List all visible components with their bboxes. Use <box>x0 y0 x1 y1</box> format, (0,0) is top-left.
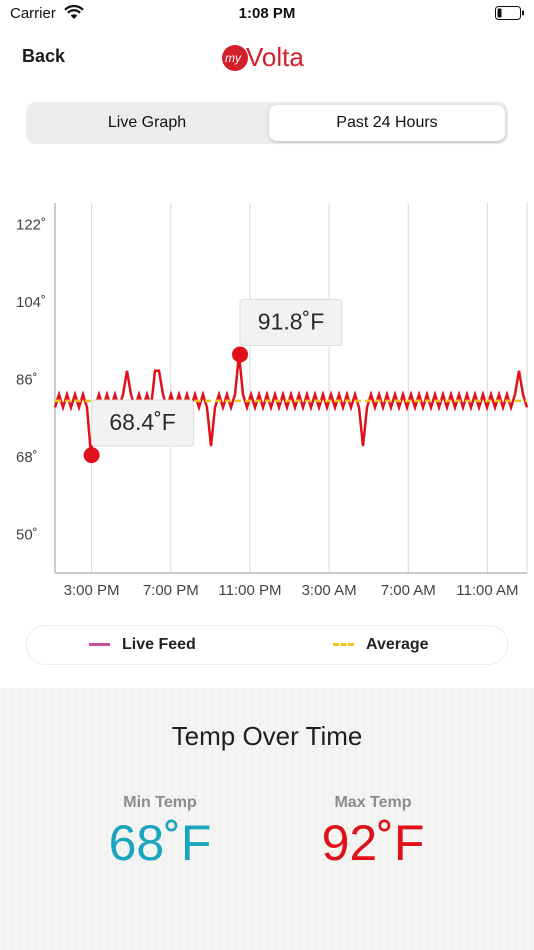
live-feed-swatch <box>89 643 110 646</box>
tab-live-graph[interactable]: Live Graph <box>107 114 187 131</box>
y-tick-label: 50˚ <box>16 526 38 543</box>
y-tick-label: 86˚ <box>16 371 38 388</box>
max-temp-label: Max Temp <box>334 794 412 811</box>
min-temp-stat: Min Temp 68˚F <box>60 794 260 872</box>
annotation-label: 91.8˚F <box>258 308 324 334</box>
logo-badge <box>222 45 248 71</box>
legend-live-label: Live Feed <box>122 636 196 653</box>
annotation-label: 68.4˚F <box>109 409 175 435</box>
nav-bar: Back my Volta <box>0 30 534 82</box>
x-tick-label: 11:00 PM <box>218 582 281 599</box>
view-tabs: Live Graph Past 24 Hours <box>26 102 508 144</box>
battery-icon <box>495 6 525 25</box>
wifi-icon <box>64 5 84 25</box>
back-button[interactable]: Back <box>22 46 66 66</box>
x-tick-label: 11:00 AM <box>456 582 518 599</box>
x-tick-label: 7:00 PM <box>143 582 199 599</box>
annotation-box <box>239 298 343 346</box>
x-tick-label: 3:00 AM <box>302 582 357 599</box>
y-tick-label: 68˚ <box>16 449 38 466</box>
x-tick-label: 3:00 PM <box>64 582 120 599</box>
carrier-label: Carrier <box>10 5 56 22</box>
legend-average-label: Average <box>366 636 429 653</box>
max-temp-stat: Max Temp 92˚F <box>273 794 473 872</box>
y-tick-label: 104˚ <box>16 294 46 311</box>
average-swatch <box>333 643 354 646</box>
summary-title: Temp Over Time <box>171 721 363 751</box>
logo-text: Volta <box>246 42 304 72</box>
clock: 1:08 PM <box>238 5 296 22</box>
temperature-chart: 3:00 PM 7:00 PM 11:00 PM 3:00 AM 7:00 AM 11:0… <box>16 203 529 599</box>
y-tick-label: 122˚ <box>16 217 46 234</box>
tab-past-24-hours[interactable]: Past 24 Hours <box>269 105 505 141</box>
min-temp-value: 68˚F <box>108 815 212 871</box>
chart-legend: Live Feed Average <box>26 625 508 665</box>
min-temp-label: Min Temp <box>123 794 197 811</box>
annotation-point <box>83 447 100 464</box>
x-tick-label: 7:00 AM <box>381 582 436 599</box>
logo-prefix: my <box>225 51 241 65</box>
annotation-point <box>232 346 249 363</box>
max-temp-value: 92˚F <box>321 815 425 871</box>
status-bar: Carrier 1:08 PM <box>0 0 534 28</box>
annotation-box <box>91 399 195 447</box>
summary-panel: Temp Over Time Min Temp 68˚F Max Temp 92… <box>0 688 534 950</box>
